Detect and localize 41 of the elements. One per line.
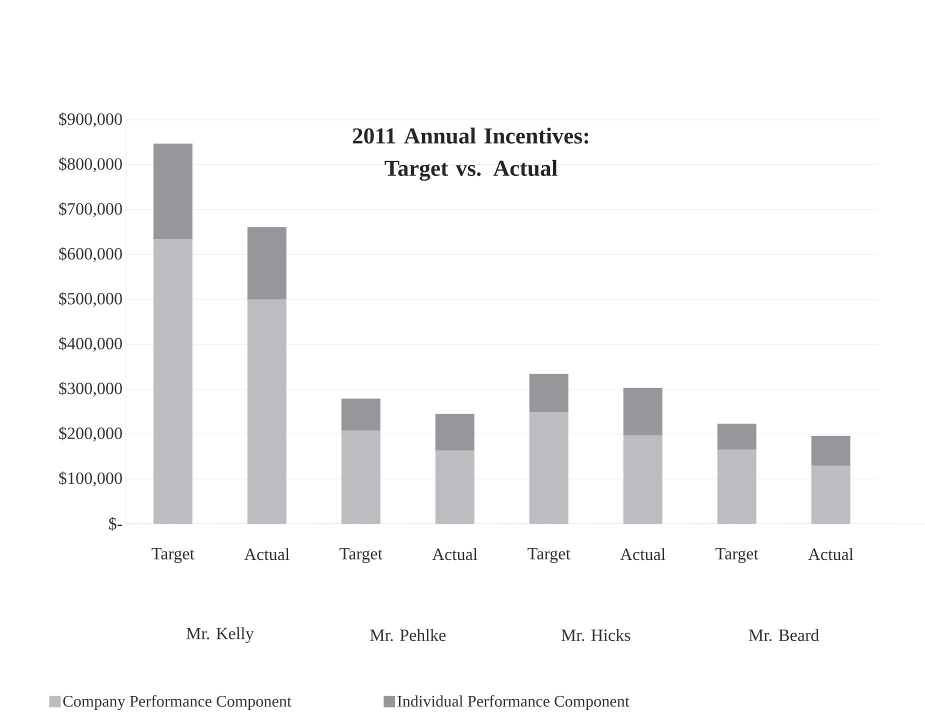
x-tick-label: Target xyxy=(152,548,194,564)
y-tick-label: $500,000 xyxy=(59,292,122,308)
bar xyxy=(435,450,474,524)
legend-label: Individual Performance Component xyxy=(398,695,630,710)
bar xyxy=(717,424,756,450)
legend-label: Company Performance Component xyxy=(63,695,292,710)
x-tick-label: Actual xyxy=(432,548,478,560)
y-tick-label: $700,000 xyxy=(59,202,122,218)
y-tick-label: $300,000 xyxy=(59,382,122,397)
x-tick-label: Actual xyxy=(620,548,666,560)
bar xyxy=(153,239,192,524)
bar xyxy=(435,414,474,451)
bar xyxy=(247,227,286,300)
text: Mr. Kelly xyxy=(186,627,254,643)
bar xyxy=(623,436,662,524)
x-tick-label: Actual xyxy=(244,548,290,560)
bar xyxy=(811,466,850,524)
y-tick-label: $600,000 xyxy=(59,247,122,262)
y-tick-label: $900,000 xyxy=(59,112,122,128)
y-tick-label: $100,000 xyxy=(59,472,122,487)
bar xyxy=(811,436,850,466)
x-tick-label: Target xyxy=(716,548,758,564)
bar xyxy=(529,412,568,524)
y-tick-label: $800,000 xyxy=(59,157,122,172)
bar xyxy=(717,450,756,524)
text: 2011 Annual Incentives: Target vs. Actual xyxy=(352,128,588,181)
y-tick-label: $- xyxy=(109,517,122,531)
text: Mr. Pehlke xyxy=(370,629,446,642)
y-tick-label: $200,000 xyxy=(59,426,122,442)
bar xyxy=(341,398,380,431)
x-tick-label: Actual xyxy=(808,548,854,560)
bar xyxy=(247,300,286,524)
bar xyxy=(341,430,380,524)
bar xyxy=(529,374,568,412)
x-tick-label: Target xyxy=(340,548,382,564)
text: Mr. Beard xyxy=(748,629,820,642)
bar xyxy=(623,388,662,436)
text: Mr. Hicks xyxy=(561,629,630,642)
y-tick-label: $400,000 xyxy=(59,336,122,352)
bar xyxy=(153,144,192,240)
x-tick-label: Target xyxy=(528,548,570,564)
